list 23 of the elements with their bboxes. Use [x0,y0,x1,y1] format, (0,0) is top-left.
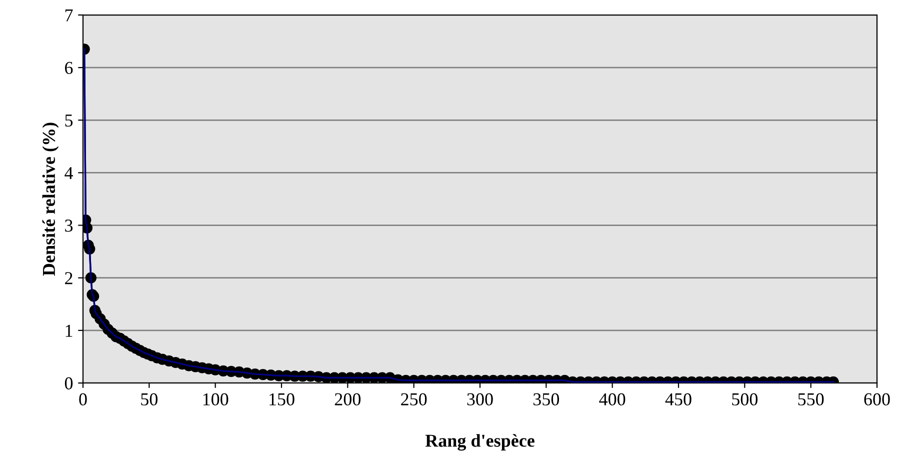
y-tick-label: 2 [65,272,72,284]
x-tick-label: 450 [665,393,692,406]
x-tick-label: 600 [864,393,890,406]
x-tick-label: 250 [401,393,427,406]
y-tick-label: 4 [64,167,73,179]
y-axis-title: Densité relative (%) [42,122,59,276]
x-tick-label: 200 [334,393,361,406]
x-tick-label: 350 [533,393,560,406]
x-tick-label: 300 [467,393,493,406]
y-tick-label: 6 [65,62,73,74]
y-tick-label: 1 [66,324,72,337]
x-tick-label: 100 [203,393,228,406]
x-axis-title: Rang d'espèce [425,434,534,451]
x-tick-label: 0 [79,393,87,406]
x-tick-label: 150 [270,393,294,406]
y-tick-label: 7 [65,9,73,22]
x-tick-label: 50 [141,393,158,406]
x-tick-label: 500 [732,393,758,406]
y-tick-label: 0 [64,377,73,390]
y-tick-label: 5 [65,114,73,127]
y-tick-label: 3 [65,220,73,232]
x-tick-label: 550 [798,393,824,406]
x-tick-label: 400 [599,393,626,406]
